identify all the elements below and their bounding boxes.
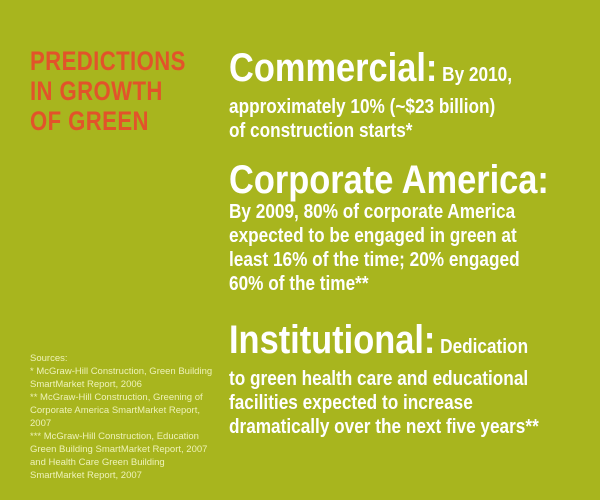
prediction-line: 60% of the time** (229, 272, 573, 296)
source-item: *** McGraw-Hill Construction, Education … (30, 430, 215, 482)
prediction-line: expected to be engaged in green at (229, 224, 573, 248)
prediction-corporate-america: Corporate America: By 2009, 80% of corpo… (229, 160, 573, 296)
prediction-lead: By 2010, (437, 64, 512, 86)
prediction-line: By 2009, 80% of corporate America (229, 200, 573, 224)
prediction-line: dramatically over the next five years** (229, 415, 573, 439)
prediction-lead: Dedication (435, 336, 528, 358)
prediction-line: of construction starts* (229, 119, 573, 143)
prediction-commercial: Commercial: By 2010, approximately 10% (… (229, 48, 573, 143)
page-title: PREDICTIONS IN GROWTH OF GREEN (30, 46, 186, 136)
prediction-line: facilities expected to increase (229, 391, 573, 415)
sources-note: Sources: * McGraw-Hill Construction, Gre… (30, 352, 215, 482)
prediction-line: to green health care and educational (229, 367, 573, 391)
source-item: * McGraw-Hill Construction, Green Buildi… (30, 365, 215, 391)
sources-heading: Sources: (30, 352, 215, 365)
prediction-institutional: Institutional: Dedication to green healt… (229, 320, 573, 439)
prediction-heading: Corporate America: (229, 158, 549, 202)
prediction-line: approximately 10% (~$23 billion) (229, 95, 573, 119)
prediction-line: least 16% of the time; 20% engaged (229, 248, 573, 272)
source-item: ** McGraw-Hill Construction, Greening of… (30, 391, 215, 430)
prediction-heading: Commercial: (229, 46, 437, 90)
prediction-heading: Institutional: (229, 318, 435, 362)
